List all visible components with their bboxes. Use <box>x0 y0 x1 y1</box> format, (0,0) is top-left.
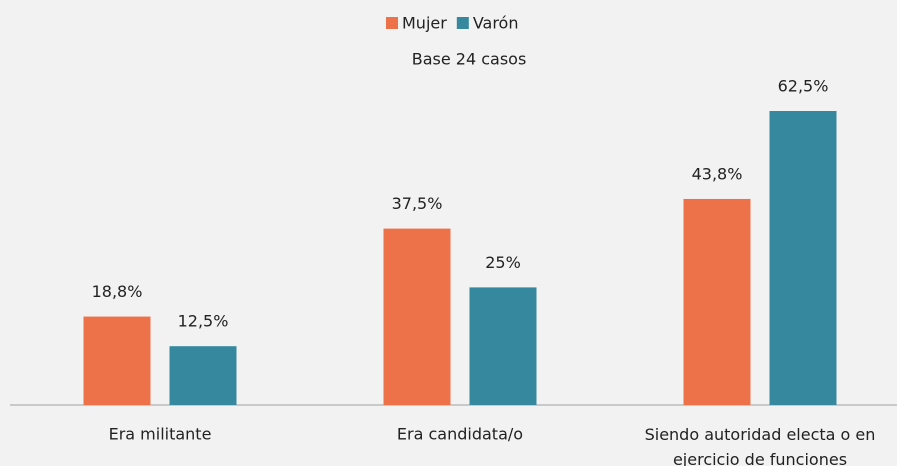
value-label: 12,5% <box>178 312 229 331</box>
legend-swatch <box>386 17 398 29</box>
value-label: 43,8% <box>692 164 743 183</box>
x-tick-label: Siendo autoridad electa o en ejercicio de… <box>645 425 876 466</box>
x-tick-label: Era militante <box>109 425 212 444</box>
value-label: 18,8% <box>92 282 143 301</box>
bar <box>683 198 751 405</box>
bar <box>383 228 451 405</box>
value-label: 25% <box>485 253 521 272</box>
bar <box>769 111 837 405</box>
bar <box>83 316 151 405</box>
bar <box>469 287 537 405</box>
legend-label: Mujer <box>402 14 447 33</box>
legend-label: Varón <box>473 14 519 33</box>
bar <box>169 346 237 405</box>
chart-subtitle: Base 24 casos <box>412 50 527 69</box>
value-label: 62,5% <box>778 77 829 96</box>
x-tick-label: Era candidata/o <box>397 425 523 444</box>
legend-swatch <box>456 17 469 29</box>
value-label: 37,5% <box>392 194 443 213</box>
